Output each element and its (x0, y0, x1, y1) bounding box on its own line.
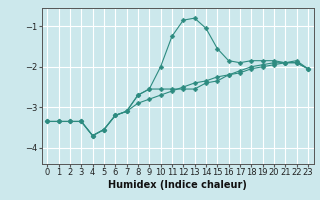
X-axis label: Humidex (Indice chaleur): Humidex (Indice chaleur) (108, 180, 247, 190)
